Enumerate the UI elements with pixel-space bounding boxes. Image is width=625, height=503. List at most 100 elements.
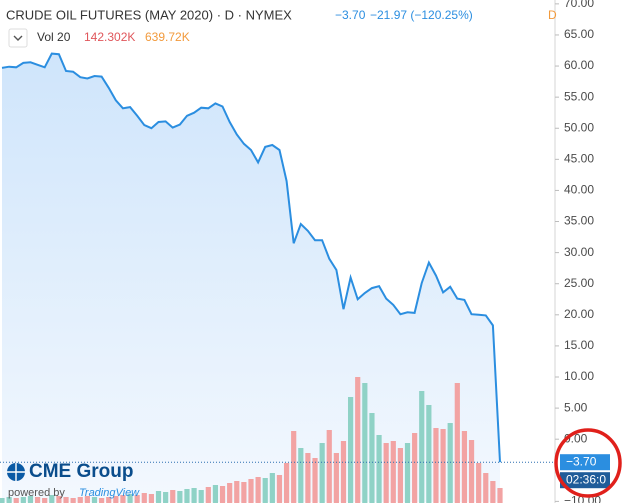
interval-badge: D bbox=[548, 8, 557, 22]
volume-bar bbox=[269, 473, 275, 503]
chart-title: CRUDE OIL FUTURES (MAY 2020) · D · NYMEX bbox=[6, 7, 292, 22]
cme-logo: CME Group powered by TradingView bbox=[7, 461, 140, 499]
volume-bar bbox=[490, 481, 496, 503]
volume-bar bbox=[184, 489, 190, 503]
y-tick-label: 65.00 bbox=[564, 27, 594, 41]
volume-bar bbox=[497, 488, 503, 503]
volume-bar bbox=[404, 443, 411, 503]
volume-value: 142.302K bbox=[84, 30, 135, 44]
volume-bar bbox=[440, 429, 446, 503]
area-fill bbox=[2, 53, 500, 502]
volume-bar bbox=[20, 497, 26, 503]
volume-bar bbox=[433, 428, 439, 503]
volume-bar bbox=[91, 497, 98, 503]
volume-bar bbox=[326, 430, 332, 503]
volume-bar bbox=[355, 377, 361, 503]
volume-bar bbox=[198, 490, 204, 503]
volume-bar bbox=[476, 463, 482, 503]
y-tick-label: 15.00 bbox=[564, 338, 594, 352]
volume-bar bbox=[84, 496, 90, 503]
y-tick-label: 5.00 bbox=[564, 400, 588, 414]
volume-bar bbox=[319, 443, 325, 503]
powered-brand: TradingView bbox=[79, 487, 140, 499]
price-line bbox=[1, 52, 501, 463]
volume-bar bbox=[205, 487, 211, 503]
countdown: 02:36:0 bbox=[566, 472, 606, 486]
logo-text: CME Group bbox=[29, 461, 134, 482]
volume-bar bbox=[262, 478, 268, 503]
price-label-box bbox=[560, 454, 610, 471]
y-tick-label: 70.00 bbox=[564, 0, 594, 10]
price: −3.70 bbox=[335, 8, 366, 22]
volume-bar bbox=[13, 498, 19, 503]
volume-bar bbox=[340, 441, 347, 503]
volume-bar bbox=[234, 481, 240, 503]
volume-bar bbox=[276, 475, 283, 503]
y-tick-label: 40.00 bbox=[564, 183, 594, 197]
volume-bar bbox=[212, 485, 219, 503]
volume-bar bbox=[106, 497, 112, 503]
volume-bar bbox=[49, 495, 55, 503]
volume-bar bbox=[348, 397, 354, 503]
volume-bar bbox=[283, 463, 290, 503]
volume-bar bbox=[177, 491, 183, 503]
logo-lines bbox=[7, 463, 25, 481]
y-tick-label: 35.00 bbox=[564, 214, 594, 228]
volume-bar bbox=[426, 405, 432, 503]
volume-bar bbox=[241, 482, 247, 503]
collapse-button[interactable] bbox=[8, 28, 28, 48]
y-tick-label: 10.00 bbox=[564, 369, 594, 383]
countdown-box bbox=[560, 472, 610, 489]
volume-ma: 639.72K bbox=[145, 30, 190, 44]
volume-bar bbox=[412, 433, 418, 503]
y-tick-label: 60.00 bbox=[564, 58, 594, 72]
highlight-circle bbox=[554, 428, 622, 498]
volume-bar bbox=[483, 473, 489, 503]
volume-bar bbox=[298, 448, 304, 503]
volume-bar bbox=[454, 383, 460, 503]
volume-bar bbox=[376, 435, 382, 503]
volume-bar bbox=[0, 498, 5, 503]
volume-bar bbox=[170, 490, 176, 503]
volume-bar bbox=[461, 431, 468, 503]
y-tick-label: 45.00 bbox=[564, 152, 594, 166]
volume-bar bbox=[77, 497, 83, 503]
chevron-icon bbox=[13, 35, 23, 41]
y-tick-label: 50.00 bbox=[564, 120, 594, 134]
volume-bar bbox=[42, 498, 48, 503]
volume-bar bbox=[56, 496, 62, 503]
volume-bar bbox=[113, 496, 119, 503]
volume-bar bbox=[383, 443, 389, 503]
volume-bar bbox=[468, 440, 475, 503]
volume-bar bbox=[163, 492, 169, 503]
y-tick-label: 25.00 bbox=[564, 276, 594, 290]
volume-bar bbox=[120, 495, 126, 503]
volume-bar bbox=[447, 423, 453, 503]
volume-bar bbox=[63, 497, 69, 503]
volume-bar bbox=[34, 497, 41, 503]
volume-bar bbox=[134, 495, 140, 503]
volume-bar bbox=[148, 494, 154, 503]
volume-bar bbox=[333, 453, 339, 503]
volume-bar bbox=[305, 453, 311, 503]
volume-bar bbox=[191, 488, 197, 503]
volume-title: Vol 20 bbox=[37, 30, 71, 44]
price-label: −3.70 bbox=[566, 454, 597, 468]
y-tick-label: 55.00 bbox=[564, 89, 594, 103]
volume-bar bbox=[27, 496, 34, 503]
volume-bar bbox=[312, 458, 318, 503]
volume-bar bbox=[99, 498, 105, 503]
volume-bar bbox=[369, 413, 375, 503]
change: −21.97 (−120.25%) bbox=[370, 8, 473, 22]
volume-bar bbox=[255, 477, 261, 503]
volume-bar bbox=[141, 493, 147, 503]
volume-bar bbox=[390, 441, 396, 503]
powered-by: powered by bbox=[8, 487, 65, 499]
y-tick-label: −10.00 bbox=[564, 494, 601, 503]
volume-bar bbox=[397, 448, 403, 503]
volume-bar bbox=[227, 483, 233, 503]
volume-bar bbox=[155, 491, 162, 503]
volume-bar bbox=[219, 486, 226, 503]
y-tick-label: 30.00 bbox=[564, 245, 594, 259]
